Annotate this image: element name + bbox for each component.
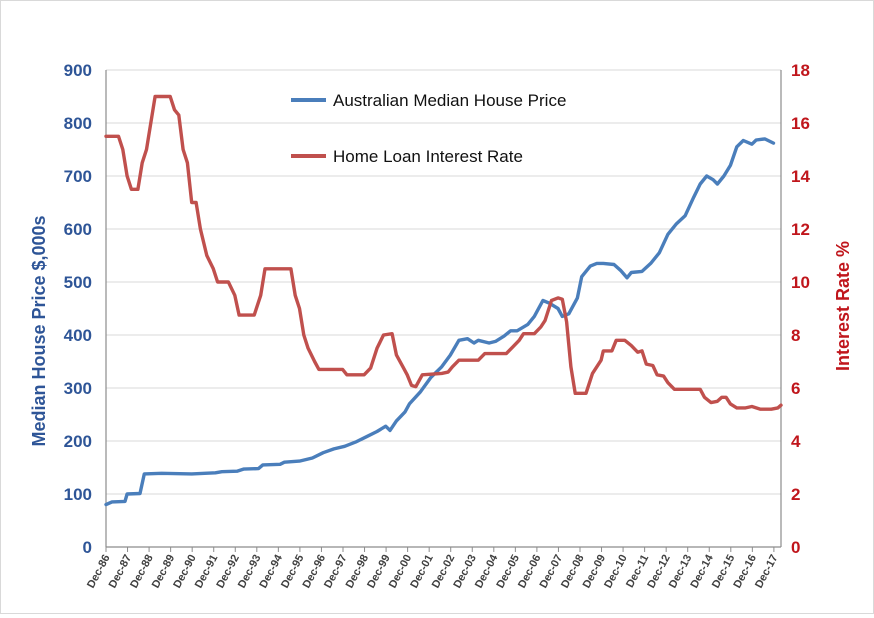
series-lines <box>104 94 783 507</box>
x-axis-tick-labels: Dec-86Dec-87Dec-88Dec-89Dec-90Dec-91Dec-… <box>85 552 780 590</box>
axes <box>105 70 782 552</box>
gridlines <box>106 69 781 495</box>
legend-label-interest-rate: Home Loan Interest Rate <box>333 147 523 166</box>
right-tick-label: 2 <box>791 485 800 504</box>
right-tick-label: 8 <box>791 326 800 345</box>
left-tick-label: 500 <box>64 273 92 292</box>
left-tick-label: 700 <box>64 167 92 186</box>
left-tick-label: 800 <box>64 114 92 133</box>
legend: Australian Median House Price Home Loan … <box>291 91 566 166</box>
right-tick-label: 10 <box>791 273 810 292</box>
left-tick-label: 900 <box>64 61 92 80</box>
left-tick-label: 400 <box>64 326 92 345</box>
right-tick-label: 16 <box>791 114 810 133</box>
left-tick-label: 100 <box>64 485 92 504</box>
right-tick-label: 14 <box>791 167 810 186</box>
right-tick-label: 18 <box>791 61 810 80</box>
series-line-interest-rate <box>104 94 783 411</box>
left-axis-title: Median House Price $,000s <box>29 215 49 446</box>
left-tick-label: 0 <box>83 538 92 557</box>
left-tick-label: 600 <box>64 220 92 239</box>
left-tick-label: 300 <box>64 379 92 398</box>
left-tick-label: 200 <box>64 432 92 451</box>
left-axis-tick-labels: 0 100 200 300 400 500 600 700 800 900 <box>64 61 92 557</box>
series-line-house-price <box>104 137 776 507</box>
right-tick-label: 4 <box>791 432 801 451</box>
legend-label-house-price: Australian Median House Price <box>333 91 566 110</box>
right-tick-label: 12 <box>791 220 810 239</box>
right-axis-title: Interest Rate % <box>833 241 853 371</box>
right-tick-label: 0 <box>791 538 800 557</box>
right-tick-label: 6 <box>791 379 800 398</box>
right-axis-tick-labels: 0 2 4 6 8 10 12 14 16 18 <box>791 61 810 557</box>
